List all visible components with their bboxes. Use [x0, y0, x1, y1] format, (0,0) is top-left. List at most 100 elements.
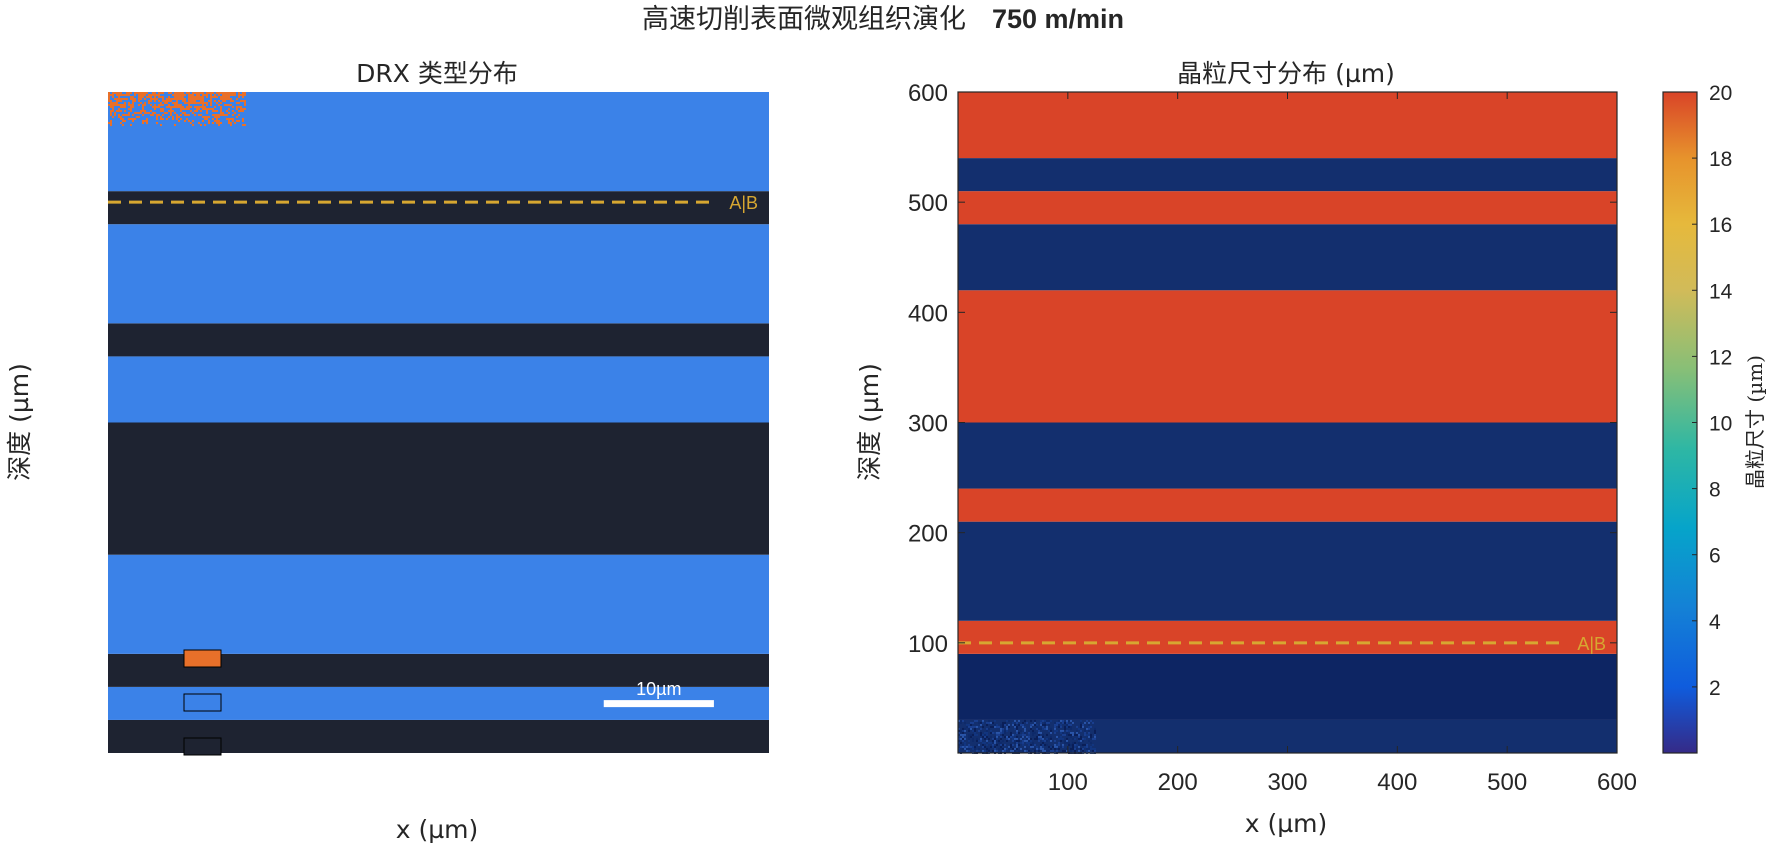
grain-noise-pixel	[1040, 737, 1042, 740]
drx-noise-pixel	[230, 100, 232, 102]
drx-noise-pixel	[166, 106, 168, 108]
x-tick-label: 400	[1377, 769, 1417, 796]
drx-noise-pixel	[178, 98, 180, 100]
grain-noise-pixel	[964, 735, 966, 738]
drx-noise-pixel	[210, 92, 212, 94]
drx-noise-pixel	[188, 114, 190, 116]
grain-noise-pixel	[1094, 727, 1096, 730]
drx-noise-pixel	[110, 110, 112, 112]
grain-noise-pixel	[1072, 731, 1074, 734]
grain-noise-pixel	[1074, 733, 1076, 736]
grain-noise-pixel	[1040, 731, 1042, 734]
grain-noise-pixel	[980, 727, 982, 730]
drx-noise-pixel	[188, 92, 190, 94]
drx-noise-pixel	[176, 96, 178, 98]
grain-noise-pixel	[1066, 725, 1068, 728]
drx-noise-pixel	[188, 106, 190, 108]
drx-noise-pixel	[118, 108, 120, 110]
grain-noise-pixel	[1050, 735, 1052, 738]
drx-noise-pixel	[162, 118, 164, 120]
drx-noise-pixel	[144, 110, 146, 112]
drx-noise-pixel	[224, 114, 226, 116]
grain-noise-pixel	[1046, 727, 1048, 730]
drx-noise-pixel	[138, 94, 140, 96]
grain-noise-pixel	[1038, 739, 1040, 742]
drx-noise-pixel	[222, 98, 224, 100]
grain-noise-pixel	[1030, 725, 1032, 728]
grain-noise-pixel	[962, 731, 964, 734]
grain-noise-pixel	[1028, 743, 1030, 746]
grain-noise-pixel	[984, 745, 986, 748]
drx-noise-pixel	[162, 100, 164, 102]
grain-noise-pixel	[1026, 749, 1028, 752]
grain-noise-pixel	[1020, 747, 1022, 750]
grain-noise-pixel	[964, 727, 966, 730]
grain-noise-pixel	[1004, 735, 1006, 738]
grain-noise-pixel	[1014, 723, 1016, 726]
grain-noise-pixel	[1082, 743, 1084, 746]
drx-noise-pixel	[192, 112, 194, 114]
grain-noise-pixel	[990, 735, 992, 738]
grain-noise-pixel	[966, 749, 968, 752]
drx-noise-pixel	[230, 118, 232, 120]
grain-noise-pixel	[966, 723, 968, 726]
grain-noise-pixel	[966, 747, 968, 750]
drx-noise-pixel	[238, 120, 240, 122]
grain-noise-pixel	[1012, 743, 1014, 746]
drx-noise-pixel	[238, 110, 240, 112]
grain-noise-pixel	[1094, 733, 1096, 736]
grain-noise-pixel	[1044, 719, 1046, 722]
drx-noise-pixel	[216, 120, 218, 122]
grain-noise-pixel	[1014, 725, 1016, 728]
drx-noise-pixel	[244, 92, 246, 94]
drx-noise-pixel	[154, 104, 156, 106]
drx-noise-pixel	[134, 94, 136, 96]
drx-noise-pixel	[178, 92, 180, 94]
drx-noise-pixel	[240, 94, 242, 96]
drx-noise-pixel	[130, 110, 132, 112]
drx-noise-pixel	[190, 102, 192, 104]
drx-noise-pixel	[116, 102, 118, 104]
grain-noise-pixel	[1040, 719, 1042, 722]
drx-noise-pixel	[174, 92, 176, 94]
drx-noise-pixel	[196, 110, 198, 112]
drx-noise-pixel	[154, 106, 156, 108]
grain-noise-pixel	[1060, 745, 1062, 748]
drx-noise-pixel	[230, 98, 232, 100]
drx-noise-pixel	[236, 108, 238, 110]
drx-noise-pixel	[158, 104, 160, 106]
grain-noise-pixel	[1090, 735, 1092, 738]
drx-noise-pixel	[182, 98, 184, 100]
drx-noise-pixel	[128, 114, 130, 116]
drx-noise-pixel	[220, 110, 222, 112]
grain-noise-pixel	[962, 733, 964, 736]
grain-noise-pixel	[1046, 739, 1048, 742]
drx-noise-pixel	[122, 118, 124, 120]
grain-noise-pixel	[1028, 733, 1030, 736]
drx-noise-pixel	[224, 104, 226, 106]
grain-noise-pixel	[990, 721, 992, 724]
drx-noise-pixel	[226, 98, 228, 100]
drx-noise-pixel	[196, 92, 198, 94]
drx-noise-pixel	[160, 116, 162, 118]
grain-noise-pixel	[968, 737, 970, 740]
drx-noise-pixel	[150, 110, 152, 112]
drx-noise-pixel	[158, 94, 160, 96]
grain-noise-pixel	[1056, 745, 1058, 748]
drx-noise-pixel	[144, 112, 146, 114]
drx-noise-pixel	[194, 92, 196, 94]
drx-noise-pixel	[128, 94, 130, 96]
drx-noise-pixel	[160, 104, 162, 106]
grain-noise-pixel	[974, 725, 976, 728]
grain-x-ticks: 100 200 300 400 500 600	[1048, 92, 1637, 796]
grain-noise-pixel	[1050, 727, 1052, 730]
grain-noise-pixel	[1024, 727, 1026, 730]
grain-noise-pixel	[1006, 737, 1008, 740]
drx-noise-pixel	[198, 98, 200, 100]
grain-noise-pixel	[1084, 743, 1086, 746]
grain-noise-pixel	[1038, 727, 1040, 730]
grain-noise-pixel	[1060, 735, 1062, 738]
drx-noise-pixel	[118, 94, 120, 96]
drx-noise-pixel	[140, 92, 142, 94]
drx-noise-pixel	[228, 92, 230, 94]
